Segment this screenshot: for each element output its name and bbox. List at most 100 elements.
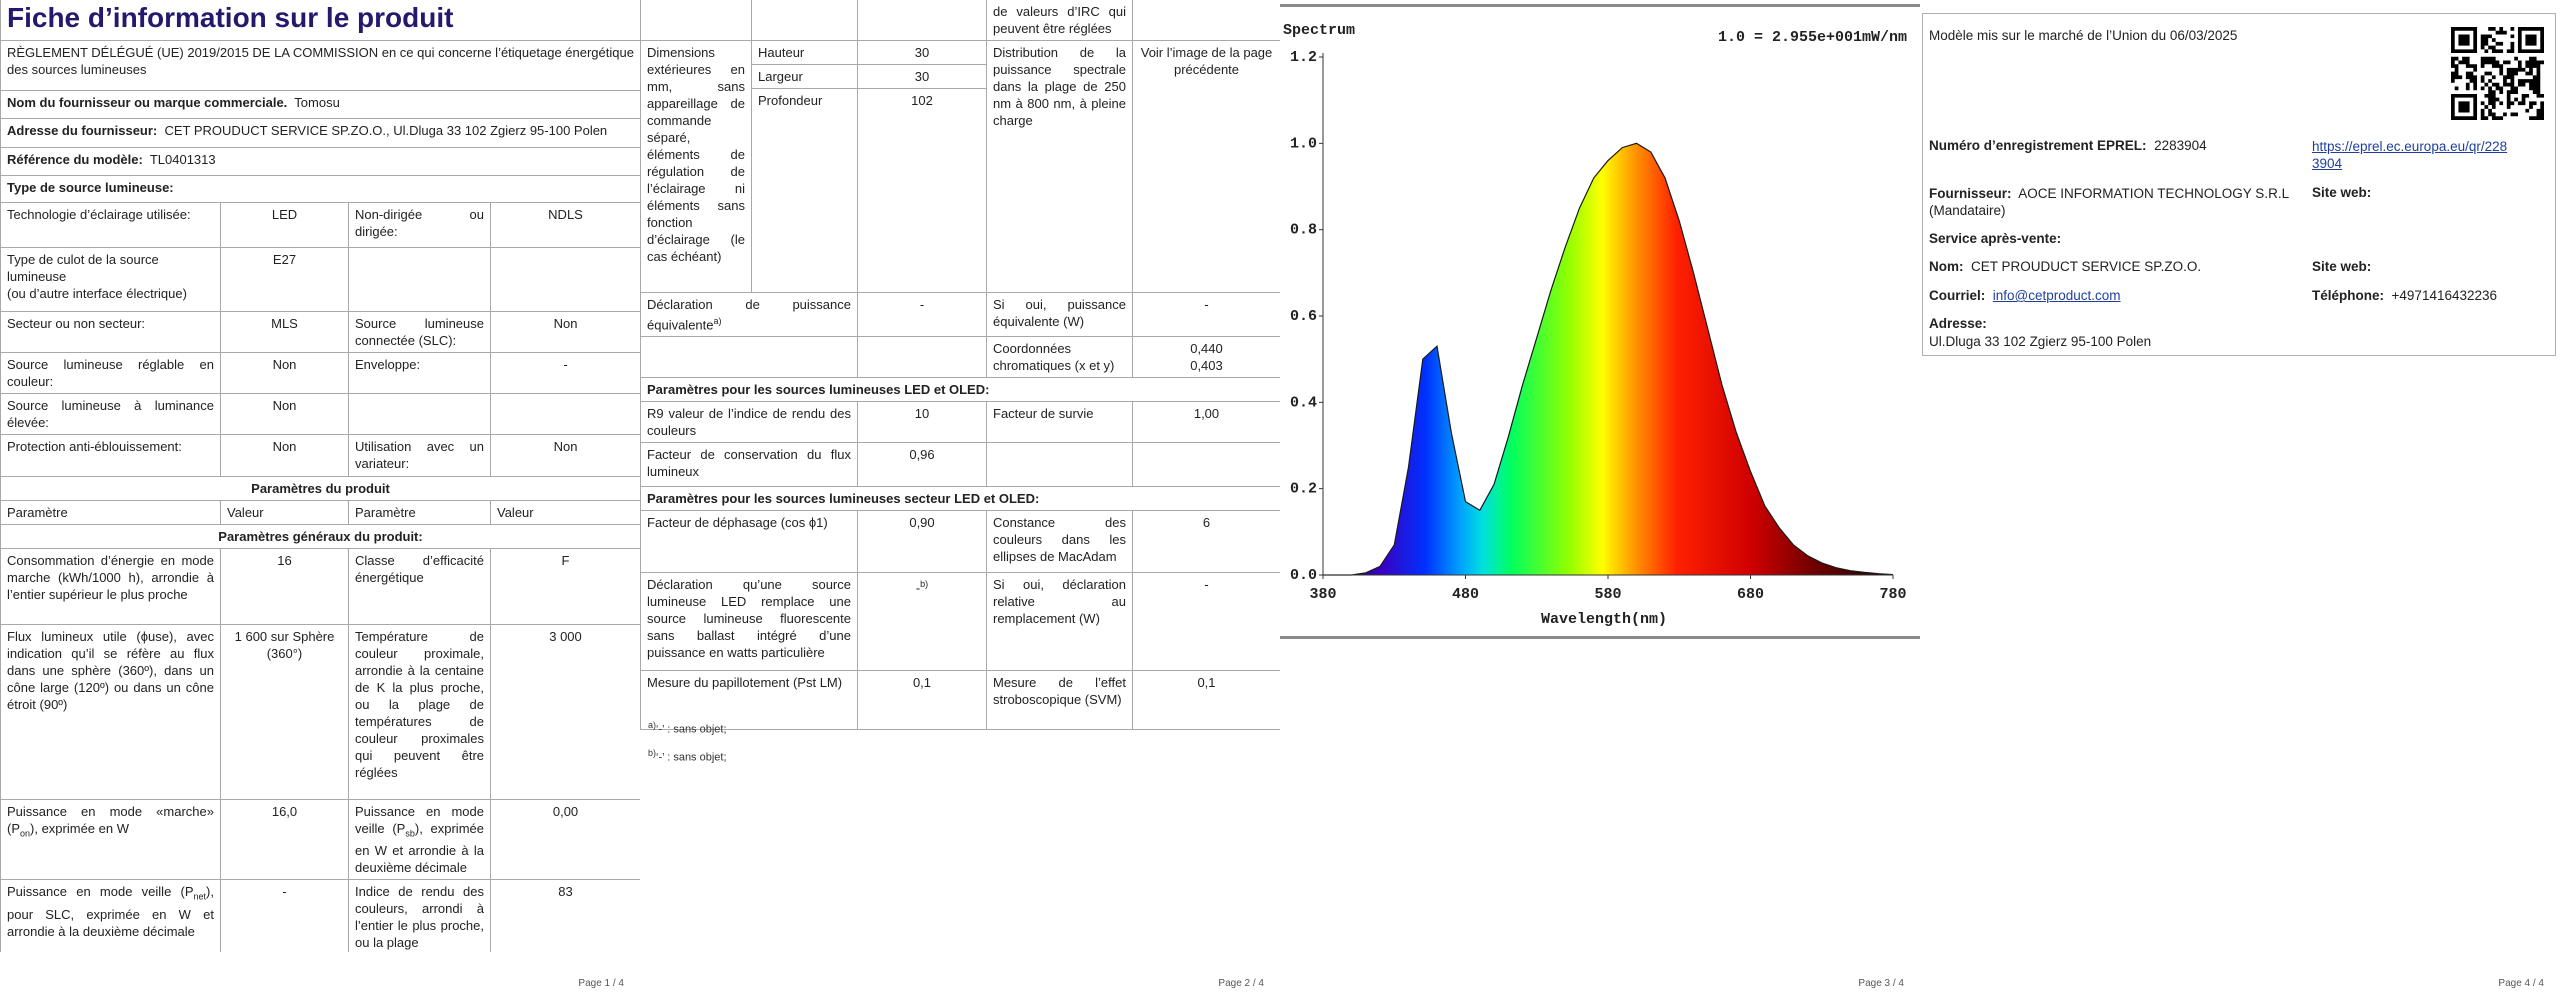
table-row: Paramètres du produit (0, 475, 640, 501)
label: Nom du fournisseur ou marque commerciale… (7, 94, 288, 110)
text: ‘-’ : sans objet; (656, 723, 727, 736)
y-tick-label: 0.2 (1290, 481, 1317, 498)
table-row: Dimensions extérieures en mm, sans appar… (640, 40, 1280, 293)
table-row: Profondeur 102 (641, 88, 1281, 293)
table-cell: Source lumineuse connectée (SLC): (348, 310, 491, 353)
y-tick-label: 0.8 (1290, 222, 1317, 239)
spectrum-chart: Spectrum 1.0 = 2.955e+001mW/nm Wavelengt… (1280, 4, 1920, 639)
y-tick-label: 1.2 (1290, 49, 1317, 66)
label: Courriel: (1929, 288, 1986, 303)
table-row: Protection anti-éblouissement: Non Utilisa… (0, 433, 640, 477)
table-cell: Paramètres pour les sources lumineuses s… (640, 486, 1280, 512)
table-row: Flux lumineux utile (ϕuse), avec indicat… (0, 623, 640, 800)
table-cell: Indice de rendu des couleurs, arrondi à … (348, 879, 491, 952)
page-2: de valeurs d’IRC qui peuvent être réglée… (640, 0, 1280, 1001)
product-table: Fiche d’information sur le produit RÈGLE… (0, 0, 640, 952)
text-block: Modèle mis sur le marché de l’Union du 0… (1929, 28, 2238, 43)
table-row: Fiche d’information sur le produit (0, 0, 640, 41)
table-cell: - (1132, 572, 1280, 672)
y-tick-label: 0.0 (1290, 567, 1317, 584)
page-number: Page 4 / 4 (2498, 978, 2544, 989)
table-cell: -b) (857, 572, 987, 672)
superscript: b) (648, 747, 657, 758)
table-cell (751, 0, 858, 41)
table-cell: Coordonnées chromatiques (x et y) (986, 336, 1133, 379)
table-row: Déclaration de puissance équivalentea) - S… (640, 291, 1280, 338)
text-block: Adresse: (1929, 316, 1987, 331)
table-row: Secteur ou non secteur: MLS Source lumineu… (0, 310, 640, 353)
table-cell: Température de couleur proximale, arrond… (348, 623, 491, 800)
table-cell: 0,90 (857, 510, 987, 574)
table-row: Paramètres pour les sources lumineuses L… (640, 377, 1280, 403)
table-cell (489, 392, 640, 435)
text: ), pour SLC, exprimée en W et arrondie à… (7, 884, 214, 939)
spectrum-area-fill (1323, 143, 1893, 576)
table-row: Nom du fournisseur ou marque commerciale… (0, 89, 640, 119)
x-tick-label: 480 (1452, 586, 1479, 603)
table-body: de valeurs d’IRC qui peuvent être réglée… (640, 0, 1281, 731)
table-cell: Source lumineuse réglable en couleur: (0, 351, 221, 394)
table-cell: Constance des couleurs dans les ellipses… (986, 510, 1133, 574)
table-cell: Paramètre (0, 499, 221, 525)
table-cell: 0,96 (857, 442, 987, 488)
table-cell: 1 600 sur Sphère (360°) (220, 623, 349, 800)
text-block: 0,403 (1190, 358, 1223, 374)
table-cell: Facteur de conservation du flux lumineux (640, 442, 858, 488)
table-cell: Nom du fournisseur ou marque commerciale… (0, 89, 640, 119)
table-cell (986, 442, 1133, 488)
text-block: Courriel: info@cetproduct.com (1929, 288, 2121, 303)
table-row: RÈGLEMENT DÉLÉGUÉ (UE) 2019/2015 DE LA C… (0, 39, 640, 91)
label: Adresse: (1929, 316, 1987, 331)
text: ), exprimée en W (30, 820, 129, 836)
table-cell (1132, 0, 1280, 41)
page-1: Fiche d’information sur le produit RÈGLE… (0, 0, 640, 1001)
table-cell: Valeur (220, 499, 349, 525)
table-cell: Non-dirigée ou dirigée: (348, 201, 491, 248)
table-row: Facteur de déphasage (cos ϕ1) 0,90 Constan… (640, 510, 1280, 574)
table-cell: R9 valeur de l’indice de rendu des coule… (640, 401, 858, 444)
product-table: de valeurs d’IRC qui peuvent être réglée… (640, 0, 1281, 731)
text-block: Numéro d’enregistrement EPREL: 2283904 (1929, 138, 2207, 153)
text: AOCE INFORMATION TECHNOLOGY S.R.L (Manda… (1929, 186, 2289, 218)
table-row: Mesure du papillotement (Pst LM) 0,1 Mesur… (640, 670, 1280, 731)
table-row: Référence du modèle: TL0401313 (0, 146, 640, 176)
table-cell: - (1132, 291, 1280, 338)
x-tick-label: 580 (1594, 586, 1621, 603)
text: ‘-’ : sans objet; (656, 751, 727, 764)
table-row: Type de source lumineuse: (0, 174, 640, 203)
chart-title: Spectrum (1283, 22, 1355, 39)
text-block: 0,440 (1190, 341, 1223, 357)
table-cell: 0,1 (1132, 670, 1280, 731)
email-link[interactable]: info@cetproduct.com (1992, 288, 2121, 303)
table-cell: Référence du modèle: TL0401313 (0, 146, 640, 176)
page-number: Page 2 / 4 (1218, 978, 1264, 989)
text: Tomosu (294, 94, 340, 110)
superscript: b) (920, 579, 929, 590)
table-cell: Non (489, 433, 640, 477)
table-cell: 6 (1132, 510, 1280, 574)
table-cell: 3 000 (489, 623, 640, 800)
table-cell: Distribution de la puissance spectrale d… (986, 40, 1133, 293)
table-cell: Valeur (489, 499, 640, 525)
table-cell: Classe d’efficacité énergétique (348, 547, 491, 625)
table-row: Technologie d’éclairage utilisée: LED Non-… (0, 201, 640, 248)
label: Téléphone: (2312, 288, 2385, 303)
table-cell: Puissance en mode veille (Psb), exprimée… (348, 798, 491, 881)
table-cell: Enveloppe: (348, 351, 491, 394)
text-block: a)‘-’ : sans objet; (648, 714, 727, 742)
table-cell: Consommation d’énergie en mode marche (k… (0, 547, 221, 625)
subscript: sb (405, 828, 415, 839)
table-cell: Si oui, déclaration relative au remplace… (986, 572, 1133, 672)
table-cell: Non (220, 392, 349, 435)
table-cell (857, 0, 987, 41)
eprel-link[interactable]: https://eprel.ec.europa.eu/qr/2283904 (2312, 139, 2508, 171)
table-cell: E27 (220, 246, 349, 312)
table-cell: Paramètres du produit (0, 475, 640, 501)
table-cell: Non (220, 433, 349, 477)
table-cell (1132, 442, 1280, 488)
table-cell: Non (489, 310, 640, 353)
table-row: Largeur 30 (641, 64, 1281, 89)
table-row: Type de culot de la source lumineuse (ou … (0, 246, 640, 312)
text: TL0401313 (149, 151, 216, 167)
table-cell: Type de source lumineuse: (0, 174, 640, 203)
